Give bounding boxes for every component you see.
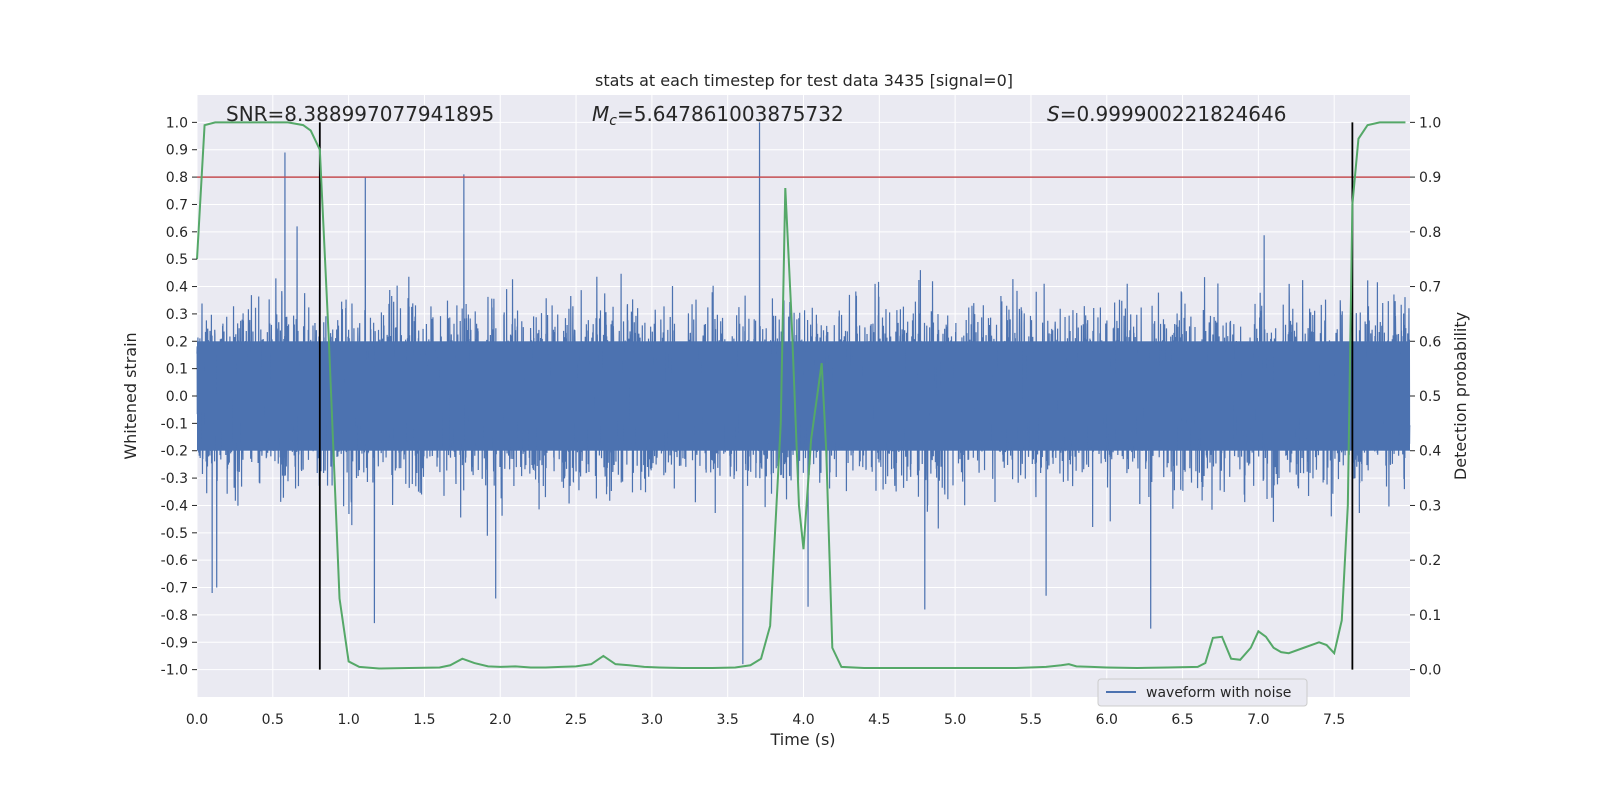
- mc-value: =5.647861003875732: [617, 102, 844, 126]
- y-left-tick-label: -1.0: [161, 663, 188, 679]
- x-tick-label: 3.0: [641, 712, 663, 728]
- y-left-tick-label: 0.3: [166, 307, 188, 323]
- y-left-tick-label: 0.2: [166, 334, 188, 350]
- y-left-tick-label: 0.8: [166, 170, 188, 186]
- x-tick-label: 2.5: [565, 712, 587, 728]
- y-left-tick-label: -0.2: [161, 444, 188, 460]
- x-axis-ticks: 0.0 0.5 1.0 1.5 2.0 2.5 3.0 3.5 4.0 4.5 5.0 5.5 6.0 6…: [186, 712, 1345, 728]
- legend-box: [1097, 678, 1308, 707]
- x-tick-label: 0.5: [262, 712, 284, 728]
- mc-stat: Mc=5.647861003875732: [592, 102, 844, 129]
- x-tick-label: 1.5: [413, 712, 435, 728]
- y-right-tick-label: 0.9: [1419, 170, 1441, 186]
- waveform-line: [196, 122, 1411, 665]
- y-right-tick-label: 0.3: [1419, 498, 1441, 514]
- mc-subscript: c: [609, 113, 617, 129]
- x-tick-label: 4.5: [868, 712, 890, 728]
- y-right-axis-label: Detection probability: [1451, 312, 1470, 480]
- y-left-tick-label: 0.7: [166, 197, 188, 213]
- y-left-tick-label: -0.3: [161, 471, 188, 487]
- x-tick-label: 0.0: [186, 712, 208, 728]
- mc-symbol: M: [592, 102, 609, 126]
- x-tick-label: 4.0: [792, 712, 814, 728]
- y-left-tick-label: -0.8: [161, 608, 188, 624]
- y-left-tick-label: -0.6: [161, 553, 188, 569]
- y-left-tick-label: -0.5: [161, 526, 188, 542]
- x-tick-label: 7.0: [1247, 712, 1269, 728]
- y-right-tick-label: 0.7: [1419, 280, 1441, 296]
- x-tick-label: 6.0: [1096, 712, 1118, 728]
- y-left-tick-label: 1.0: [166, 115, 188, 131]
- y-left-axis-ticks: 1.0 0.9 0.8 0.7 0.6 0.5 0.4 0.3 0.2 0.1 0.0 -0.1 -0.…: [161, 115, 197, 679]
- s-stat: S=0.999900221824646: [1047, 102, 1286, 126]
- y-right-tick-label: 0.0: [1419, 663, 1441, 679]
- y-left-tick-label: 0.4: [166, 280, 188, 296]
- snr-stat: SNR=8.388997077941895: [226, 102, 494, 126]
- y-left-tick-label: -0.4: [161, 498, 188, 514]
- legend-label: waveform with noise: [1146, 685, 1291, 701]
- y-left-tick-label: 0.9: [166, 143, 188, 159]
- x-tick-label: 2.0: [489, 712, 511, 728]
- y-right-tick-label: 0.5: [1419, 389, 1441, 405]
- y-left-tick-label: 0.5: [166, 252, 188, 268]
- y-left-tick-label: 0.6: [166, 225, 188, 241]
- y-right-tick-label: 1.0: [1419, 115, 1441, 131]
- y-right-axis-ticks: 1.0 0.9 0.8 0.7 0.6 0.5 0.4 0.3 0.2 0.1 0.0: [1410, 115, 1441, 679]
- chart-title: stats at each timestep for test data 343…: [595, 71, 1013, 90]
- y-right-tick-label: 0.2: [1419, 553, 1441, 569]
- s-value: =0.999900221824646: [1060, 102, 1287, 126]
- x-axis-label: Time (s): [769, 730, 835, 749]
- x-tick-label: 5.5: [1020, 712, 1042, 728]
- x-tick-label: 7.5: [1323, 712, 1345, 728]
- y-right-tick-label: 0.6: [1419, 334, 1441, 350]
- y-left-tick-label: -0.1: [161, 416, 188, 432]
- y-left-tick-label: 0.1: [166, 362, 188, 378]
- probability-series: [196, 121, 1406, 670]
- x-tick-label: 6.5: [1171, 712, 1193, 728]
- y-left-axis-label: Whitened strain: [121, 332, 140, 459]
- y-right-tick-label: 0.8: [1419, 225, 1441, 241]
- y-left-tick-label: 0.0: [166, 389, 188, 405]
- s-symbol: S: [1047, 102, 1060, 126]
- x-tick-label: 3.5: [717, 712, 739, 728]
- y-right-tick-label: 0.4: [1419, 444, 1441, 460]
- x-tick-label: 5.0: [944, 712, 966, 728]
- waveform-series: [196, 122, 1411, 665]
- probability-line: [196, 121, 1406, 670]
- y-right-tick-label: 0.1: [1419, 608, 1441, 624]
- legend: waveform with noise: [1097, 678, 1308, 707]
- x-tick-label: 1.0: [337, 712, 359, 728]
- y-left-tick-label: -0.9: [161, 635, 188, 651]
- y-left-tick-label: -0.7: [161, 581, 188, 597]
